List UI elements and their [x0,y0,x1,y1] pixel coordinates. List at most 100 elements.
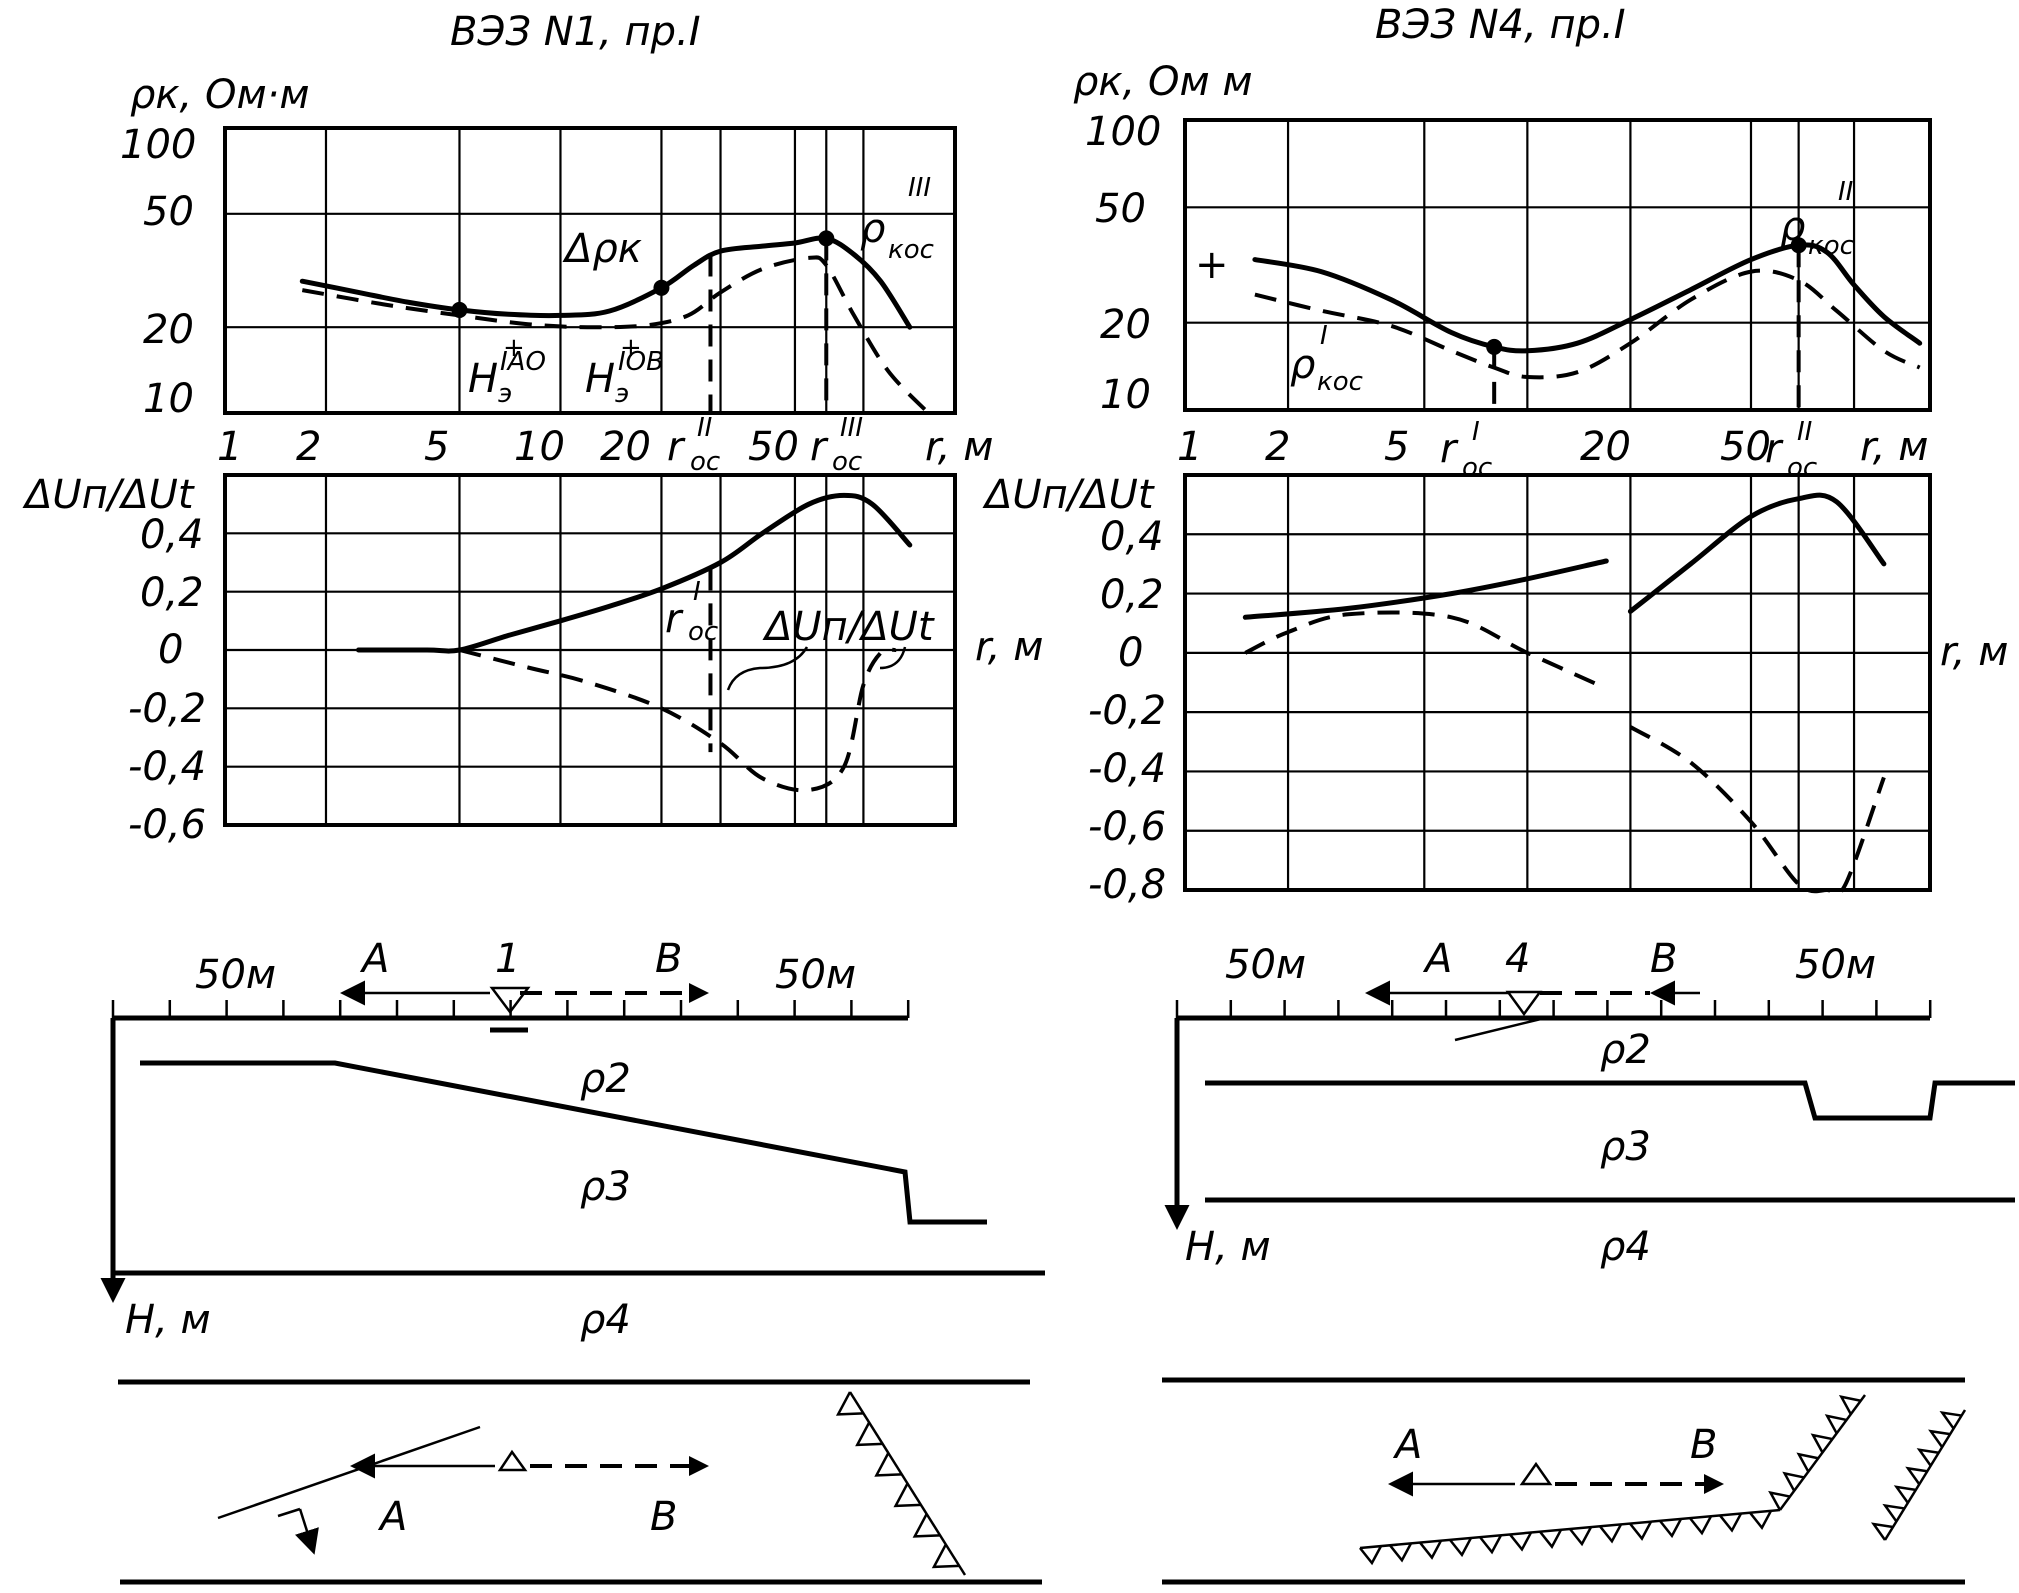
boundary-rho2-rho3 [140,1060,987,1225]
r-oc-i-sup: I [693,577,701,607]
r-tick-label: 50 [748,424,799,470]
r-tick-label: 1 [217,424,242,470]
solid-curve [1252,242,1923,354]
fault-tooth [1749,1510,1773,1530]
section-dist-right: 50м [1795,942,1876,988]
depth-axis-label: H, м [125,1297,211,1343]
rho-koc-max-sub: кос [1808,231,1854,261]
h-iob-base: H [585,356,615,402]
plan-fault-dip [295,1508,319,1555]
fault-tooth [1939,1410,1962,1430]
du-tick-label: 0,4 [1100,514,1164,560]
vez1-du-frame [223,473,957,827]
r-tick-label: 50 [1720,424,1771,470]
rho3-label: ρ3 [1600,1124,1651,1170]
solid-curve [1242,558,1609,620]
vez4-du-chart: ΔUп/ΔUt 0,4 0,2 0 -0,2 -0,4 -0,6 -0,8 r,… [982,472,2008,908]
rho-tick-label: 100 [1085,109,1161,155]
plan-fault-tick [277,1507,301,1518]
marked-point [653,279,670,296]
plan-thrust-teeth [1359,1394,1967,1566]
fault-tooth [1796,1452,1819,1473]
section-dist-right: 50м [775,952,856,998]
plan-thrust-teeth [835,1391,967,1576]
r-oc-label: r [667,424,686,470]
plan-fault-line [217,1425,481,1520]
vez1-rho-series [299,230,930,415]
rho-koc-sup: III [908,173,931,203]
r-tick-label: 2 [1265,424,1290,470]
rho-tick-label: 20 [1100,302,1151,348]
du-tick-label: -0,4 [128,744,206,790]
fault-tooth [1838,1394,1862,1415]
rho-tick-label: 50 [143,189,194,235]
vez4-plan: A B [1162,1377,1967,1585]
vez1-du-grid [225,475,955,825]
station-marker [489,986,531,1015]
fault-tooth [1419,1540,1443,1560]
r-oc-label: r [810,424,829,470]
fault-tooth [1389,1542,1413,1563]
fault-line [1883,1409,1967,1541]
du-r-axis-label: r, м [1940,629,2008,675]
fault-tooth [931,1543,960,1569]
r-tick-label: 5 [1384,424,1409,470]
fault-tooth [1916,1448,1939,1467]
rho-koc-max-base: ρ [1780,204,1805,250]
station-marker [1505,990,1543,1017]
rho-tick-label: 50 [1095,186,1146,232]
du-ratio-label: ΔUп/ΔUt [762,604,935,650]
r-oc-sub: oc [1462,453,1492,483]
r-oc-label: r [1440,426,1459,472]
fault-tooth [1479,1534,1503,1555]
du-tick-label: -0,8 [1088,862,1166,908]
fault-tooth [1509,1531,1533,1552]
vez1-du-axis-label: ΔUп/ΔUt [22,472,195,518]
section-scale-bar [1175,1000,1932,1021]
marked-point [451,301,468,318]
rho-koc-min-sub: кос [1317,367,1363,397]
fault-tooth [1928,1429,1951,1448]
fault-tooth [1782,1471,1805,1492]
rho-koc-max-sup: II [1838,177,1853,207]
solid-curve [1627,492,1887,614]
rho2-label: ρ2 [580,1056,631,1102]
fault-tooth [1359,1545,1383,1566]
section-station: 1 [495,936,520,982]
vez4-du-grid [1185,475,1930,890]
ratio-pointer [879,646,907,670]
h-iao-sub: э [498,379,512,409]
fault-tooth [1569,1526,1593,1547]
h-iob-sub: э [615,379,629,409]
vez1-rho-annotations: Δρк ρ III кос H IAO э H IOB э + + [468,173,934,409]
vez1-panel: ВЭЗ N1, пр.I ρк, Ом·м 100 50 20 10 1 2 5… [22,9,1045,1585]
vez4-rho-y-ticks: 100 50 20 10 [1085,109,1161,418]
r-tick-label: 5 [424,424,449,470]
rho-koc-sub: кос [888,235,934,265]
fault-tooth [1629,1521,1653,1541]
fault-tooth [1719,1512,1743,1533]
rho2-label: ρ2 [1600,1027,1651,1073]
vez1-du-series [356,492,913,793]
vez4-x-ticks: 1 2 5 r I oc 20 50 r II oc r, м [1177,417,1928,483]
du-tick-label: -0,4 [1088,746,1166,792]
rho-tick-label: 20 [143,307,194,353]
vez1-plan: A B [118,1379,1042,1585]
du-tick-label: -0,6 [1088,804,1166,850]
vez1-rho-chart: ρк, Ом·м 100 50 20 10 1 2 5 10 20 r II o… [120,72,993,477]
fault-tooth [1810,1433,1833,1454]
dashed-curve [1254,268,1921,380]
fault-tooth [1539,1529,1563,1549]
r-oc-sup: I [1472,417,1480,447]
vez1-du-chart: ΔUп/ΔUt 0,4 0,2 0 -0,2 -0,4 -0,6 r I oc … [22,472,1043,848]
h-iao-sup: IAO [500,347,546,377]
vez4-rho-series [1252,237,1923,410]
du-tick-label: 0,2 [1100,572,1164,618]
dashed-curve [459,647,897,793]
rho-koc-base: ρ [860,206,885,252]
fault-tooth [1659,1518,1683,1539]
depth-axis-label: H, м [1185,1224,1271,1270]
r-oc-sup: II [1797,417,1812,447]
section-station: 4 [1505,936,1530,982]
